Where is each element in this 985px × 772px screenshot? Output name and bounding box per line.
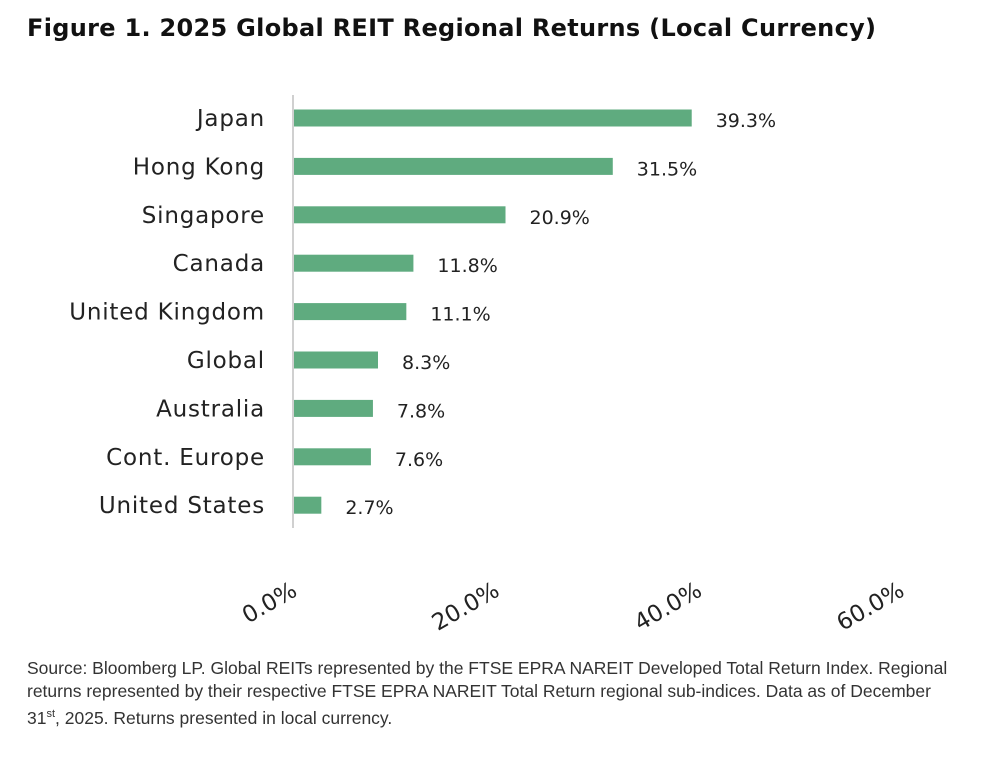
x-tick-label: 20.0% — [428, 577, 504, 636]
source-note: Source: Bloomberg LP. Global REITs repre… — [27, 657, 962, 730]
data-label: 31.5% — [637, 158, 697, 180]
bar — [294, 351, 378, 369]
note-text: Source: Bloomberg LP. Global REITs repre… — [27, 658, 948, 728]
category-label: United Kingdom — [69, 300, 265, 326]
category-label: Canada — [173, 251, 265, 277]
data-label: 8.3% — [402, 352, 450, 374]
data-label: 2.7% — [345, 497, 393, 519]
category-label: Global — [187, 348, 265, 374]
bar — [294, 206, 506, 224]
bar — [294, 157, 613, 175]
bar — [294, 303, 407, 321]
category-label: Cont. Europe — [106, 445, 265, 471]
data-label: 39.3% — [716, 110, 776, 132]
bar — [294, 496, 322, 514]
x-tick-label: 60.0% — [833, 577, 909, 636]
category-label: Hong Kong — [133, 154, 265, 180]
note-text-end: , 2025. Returns presented in local curre… — [55, 707, 393, 728]
category-label: Singapore — [142, 203, 265, 229]
data-label: 20.9% — [530, 207, 590, 229]
bar-chart: Japan 39.3% Hong Kong 31.5% Singapore 20.9% Ca… — [69, 95, 909, 636]
data-label: 7.8% — [397, 400, 445, 422]
category-label: Australia — [156, 396, 265, 422]
x-tick-label: 40.0% — [630, 577, 706, 636]
data-label: 7.6% — [395, 449, 443, 471]
chart-title: Figure 1. 2025 Global REIT Regional Retu… — [27, 14, 877, 42]
bar — [294, 448, 371, 466]
data-label: 11.1% — [430, 304, 490, 326]
note-sup: st — [46, 708, 56, 720]
bar — [294, 254, 414, 272]
category-label: United States — [99, 493, 265, 519]
bar — [294, 109, 692, 127]
category-label: Japan — [195, 106, 265, 132]
x-tick-label: 0.0% — [238, 577, 302, 629]
bar — [294, 399, 373, 417]
data-label: 11.8% — [437, 255, 497, 277]
